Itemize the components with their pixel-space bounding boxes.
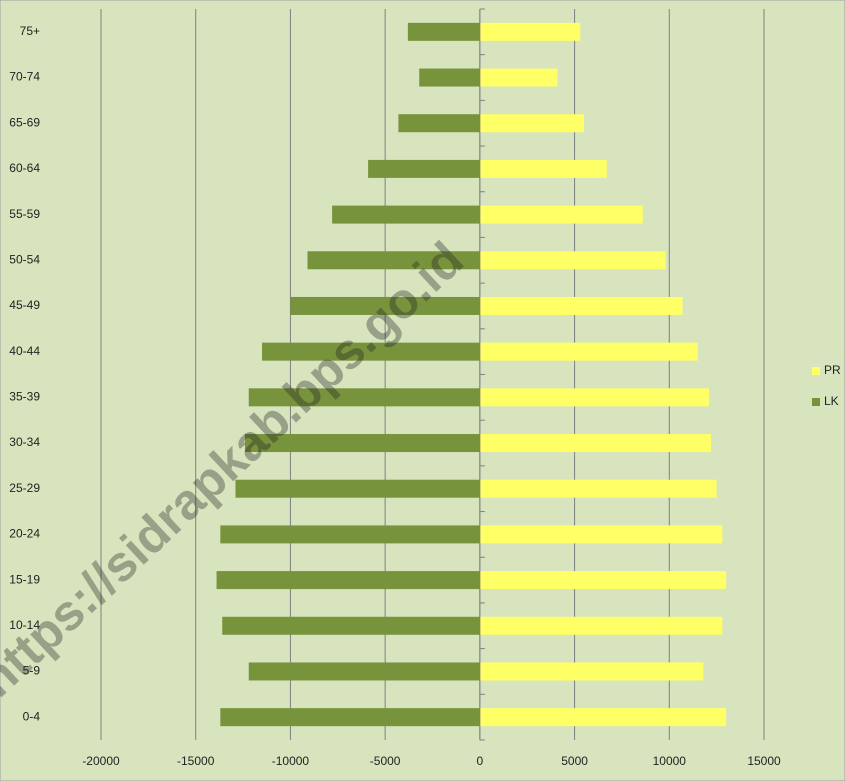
y-tick-label: 45-49 [9, 298, 40, 312]
bar [479, 22, 581, 41]
x-tick-label: 0 [477, 754, 484, 768]
bar [479, 434, 711, 453]
y-tick-label: 25-29 [9, 481, 40, 495]
bar [479, 662, 704, 681]
bar [235, 479, 480, 498]
bar [479, 525, 723, 544]
y-tick-label: 55-59 [9, 207, 40, 221]
x-tick-label: 5000 [561, 754, 588, 768]
bar [479, 616, 723, 635]
x-tick-label: -10000 [272, 754, 310, 768]
bar [479, 708, 727, 727]
bar [479, 68, 558, 87]
y-tick-label: 35-39 [9, 390, 40, 404]
y-tick-label: 30-34 [9, 435, 40, 449]
legend-label: LK [824, 394, 839, 408]
x-tick-label: -20000 [82, 754, 120, 768]
bar [479, 388, 710, 407]
x-tick-label: -5000 [370, 754, 401, 768]
legend-swatch [812, 398, 820, 406]
bar [479, 296, 683, 315]
bar [479, 342, 698, 361]
bar [248, 662, 480, 681]
bar [419, 68, 480, 87]
bar [479, 251, 666, 270]
bar [398, 114, 480, 133]
bar [290, 296, 480, 315]
legend-label: PR [824, 363, 841, 377]
y-tick-label: 50-54 [9, 252, 40, 266]
y-tick-label: 10-14 [9, 618, 40, 632]
bar [368, 159, 480, 178]
bar [479, 205, 643, 224]
bar [216, 571, 480, 590]
y-tick-label: 75+ [20, 24, 40, 38]
bar [220, 708, 480, 727]
y-tick-label: 0-4 [23, 709, 41, 723]
x-tick-label: 15000 [747, 754, 781, 768]
x-tick-label: -15000 [177, 754, 215, 768]
bar [332, 205, 480, 224]
y-tick-label: 5-9 [23, 664, 41, 678]
x-tick-label: 10000 [653, 754, 687, 768]
bar [307, 251, 480, 270]
y-tick-label: 65-69 [9, 115, 40, 129]
legend-swatch [812, 367, 820, 375]
bar [244, 434, 480, 453]
bar [479, 571, 727, 590]
bar [479, 479, 717, 498]
bar [479, 114, 585, 133]
bar [262, 342, 480, 361]
bar [222, 616, 480, 635]
bar [407, 22, 480, 41]
y-tick-label: 70-74 [9, 70, 40, 84]
y-tick-label: 15-19 [9, 572, 40, 586]
bar [248, 388, 480, 407]
y-tick-label: 40-44 [9, 344, 40, 358]
y-tick-label: 60-64 [9, 161, 40, 175]
y-tick-label: 20-24 [9, 527, 40, 541]
bar [479, 159, 607, 178]
bar [220, 525, 480, 544]
